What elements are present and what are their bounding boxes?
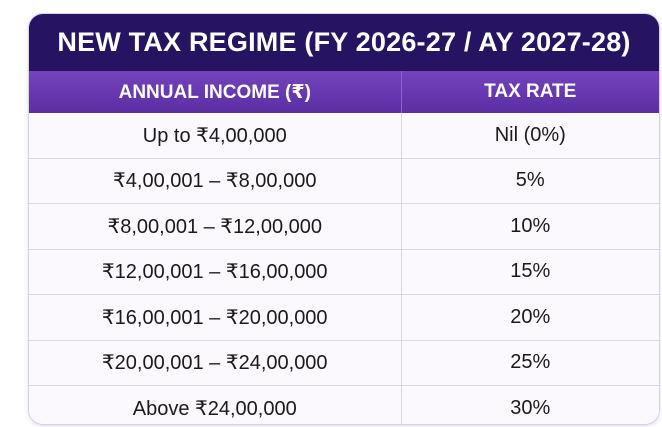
tax-slab-table: ANNUAL INCOME (₹) TAX RATE Up to ₹4,00,0…: [29, 71, 659, 424]
table-row: Above ₹24,00,000 30%: [29, 385, 659, 424]
income-cell: Above ₹24,00,000: [29, 385, 402, 424]
rate-cell: 25%: [401, 339, 659, 386]
income-cell: ₹8,00,001 – ₹12,00,000: [29, 203, 402, 249]
title-bar: NEW TAX REGIME (FY 2026-27 / AY 2027-28): [29, 14, 659, 71]
rate-cell: 30%: [401, 385, 659, 424]
column-header-tax-rate: TAX RATE: [401, 71, 659, 113]
table-title: NEW TAX REGIME (FY 2026-27 / AY 2027-28): [57, 27, 631, 57]
table-row: ₹4,00,001 – ₹8,00,000 5%: [29, 157, 659, 204]
income-cell: ₹4,00,001 – ₹8,00,000: [29, 157, 402, 204]
table-header: ANNUAL INCOME (₹) TAX RATE: [29, 71, 659, 113]
table-row: Up to ₹4,00,000 Nil (0%): [29, 113, 659, 158]
rate-cell: 15%: [401, 248, 659, 295]
income-cell: ₹20,00,001 – ₹24,00,000: [29, 339, 402, 386]
rate-cell: 10%: [401, 203, 659, 249]
table-body: Up to ₹4,00,000 Nil (0%) ₹4,00,001 – ₹8,…: [29, 113, 659, 424]
header-row: ANNUAL INCOME (₹) TAX RATE: [29, 71, 659, 113]
rate-cell: 5%: [401, 157, 659, 204]
table-row: ₹8,00,001 – ₹12,00,000 10%: [29, 203, 659, 249]
rate-cell: 20%: [401, 294, 659, 340]
income-cell: Up to ₹4,00,000: [29, 113, 402, 158]
rate-cell: Nil (0%): [401, 113, 659, 158]
table-row: ₹16,00,001 – ₹20,00,000 20%: [29, 294, 659, 340]
income-cell: ₹16,00,001 – ₹20,00,000: [29, 294, 402, 340]
table-row: ₹20,00,001 – ₹24,00,000 25%: [29, 339, 659, 386]
tax-slab-card: NEW TAX REGIME (FY 2026-27 / AY 2027-28)…: [29, 14, 659, 424]
table-row: ₹12,00,001 – ₹16,00,000 15%: [29, 248, 659, 295]
column-header-annual-income: ANNUAL INCOME (₹): [29, 71, 402, 113]
income-cell: ₹12,00,001 – ₹16,00,000: [29, 248, 402, 295]
